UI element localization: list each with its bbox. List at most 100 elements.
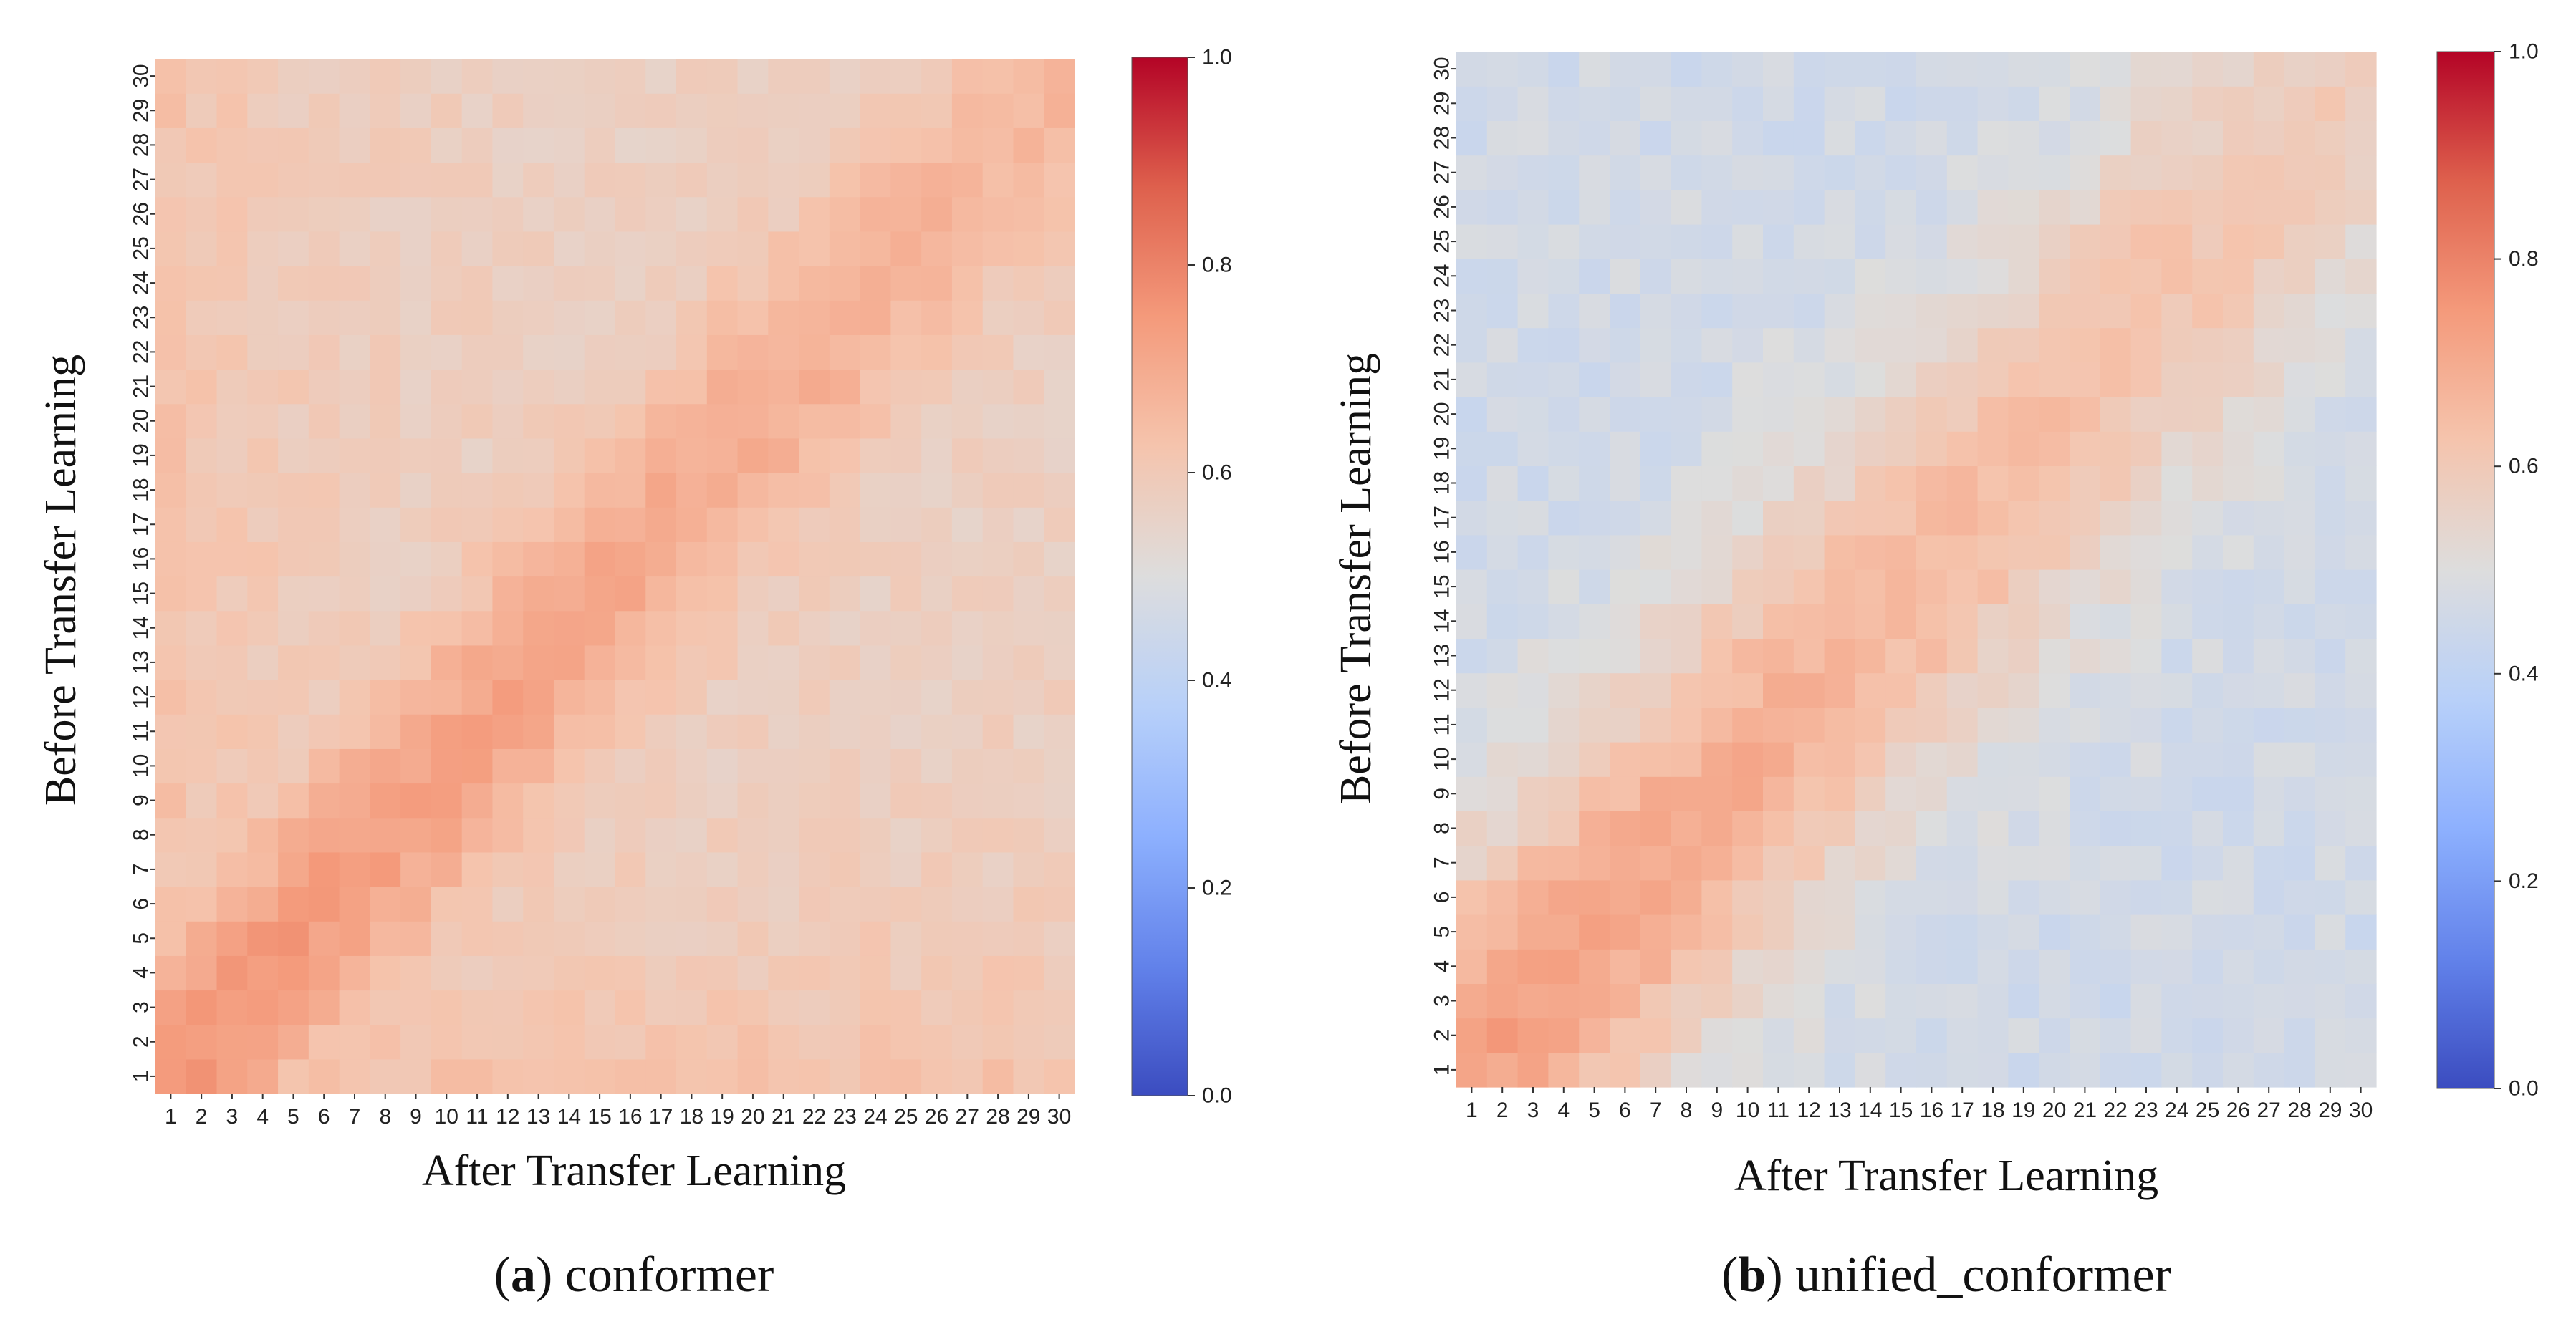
- heatmap-b-cell: [1548, 776, 1580, 811]
- heatmap-a-cell: [829, 1058, 861, 1094]
- heatmap-a-cell: [339, 955, 370, 991]
- heatmap-a-cell: [737, 473, 769, 508]
- heatmap-b-cell: [1579, 845, 1610, 881]
- heatmap-b-cell: [1732, 397, 1764, 432]
- heatmap-b-cell: [2223, 431, 2254, 466]
- heatmap-a-cell: [523, 748, 554, 784]
- heatmap-a-cell: [553, 851, 585, 887]
- heatmap-b-cell: [2130, 742, 2162, 777]
- heatmap-a-cell: [155, 817, 187, 853]
- heatmap-a-cell: [400, 714, 432, 749]
- heatmap-b-cell: [2284, 845, 2315, 881]
- heatmap-a-cell: [584, 645, 616, 680]
- heatmap-a-cell: [615, 403, 646, 439]
- heatmap-b-cell: [1916, 1018, 1948, 1053]
- heatmap-b-cell: [2345, 983, 2377, 1019]
- heatmap-b-cell: [2253, 811, 2285, 846]
- heatmap-a-cell: [155, 990, 187, 1025]
- heatmap-a-cell: [921, 851, 953, 887]
- heatmap-a-cell: [492, 266, 524, 301]
- heatmap-a-cell: [1044, 196, 1075, 232]
- heatmap-b-cell: [1732, 983, 1764, 1019]
- heatmap-a-cell: [400, 266, 432, 301]
- heatmap-a-cell: [768, 162, 799, 198]
- heatmap-a-cell: [676, 507, 708, 542]
- heatmap-a-cell: [308, 1058, 340, 1094]
- heatmap-b-cell: [1671, 914, 1702, 950]
- heatmap-b-cell: [1610, 397, 1641, 432]
- heatmap-b-cell: [1579, 638, 1610, 674]
- heatmap-b-cell: [2345, 86, 2377, 121]
- heatmap-b-cell: [1671, 983, 1702, 1019]
- x-tick-label: 3: [226, 1105, 239, 1129]
- heatmap-a-cell: [1044, 162, 1075, 198]
- heatmap-a-cell: [676, 887, 708, 922]
- heatmap-a-cell: [308, 266, 340, 301]
- heatmap-a-cells: [155, 59, 1075, 1094]
- heatmap-a-cell: [860, 438, 891, 473]
- heatmap-b-cell: [1517, 362, 1549, 397]
- heatmap-a-cell: [921, 955, 953, 991]
- heatmap-b-cell: [2100, 362, 2132, 397]
- heatmap-a-cell: [737, 817, 769, 853]
- heatmap-b-cell: [2253, 707, 2285, 743]
- heatmap-b-cell: [1486, 259, 1519, 294]
- heatmap-b-cell: [1946, 707, 1979, 743]
- heatmap-a-cell: [768, 887, 799, 922]
- heatmap-b-cell: [2284, 569, 2315, 604]
- heatmap-a-cell: [461, 817, 494, 853]
- heatmap-a-cell: [308, 127, 340, 163]
- heatmap-a-cell: [216, 507, 248, 542]
- heatmap-a-cell: [492, 576, 524, 612]
- y-tick-label: 2: [1431, 1029, 1454, 1041]
- heatmap-a-cell: [186, 1024, 218, 1060]
- heatmap-a-cell: [1044, 127, 1075, 163]
- heatmap-a-cell: [799, 196, 830, 232]
- heatmap-a-cell: [1044, 231, 1075, 266]
- heatmap-b-cell: [1610, 604, 1641, 639]
- heatmap-b-cell: [1517, 86, 1549, 121]
- heatmap-b-cell: [2130, 1018, 2162, 1053]
- heatmap-b-cell: [1946, 638, 1979, 674]
- heatmap-a-cell: [645, 955, 677, 991]
- heatmap-a-cell: [370, 403, 401, 439]
- heatmap-a-cell: [860, 231, 891, 266]
- heatmap-b-cell: [1977, 638, 2009, 674]
- heatmap-b-cell: [2039, 431, 2070, 466]
- heatmap-a-cell: [1013, 473, 1044, 508]
- panel-a: 1 2 3 4 5 6 7 8 9 10 11 12 13 14 15 16 17 18 19 20 21 22 23 24 2…: [37, 46, 1232, 1303]
- heatmap-a-cell: [186, 714, 218, 749]
- heatmap-a-cell: [553, 196, 585, 232]
- heatmap-b-cell: [1548, 397, 1580, 432]
- heatmap-b-cell: [1824, 672, 1855, 708]
- heatmap-b-cell: [1763, 259, 1794, 294]
- heatmap-a-cell: [1013, 231, 1044, 266]
- heatmap-a-cell: [645, 576, 677, 612]
- x-tick-label: 15: [587, 1105, 611, 1129]
- heatmap-a-cell: [890, 438, 922, 473]
- heatmap-a-cell: [186, 231, 218, 266]
- heatmap-a-cell: [921, 610, 953, 646]
- heatmap-b-cell: [1793, 52, 1825, 87]
- x-tick-label: 19: [711, 1105, 734, 1129]
- heatmap-b-cell: [2039, 879, 2070, 915]
- heatmap-b-cell: [1456, 604, 1488, 639]
- heatmap-a-cell: [1044, 1024, 1075, 1060]
- heatmap-a-cell: [247, 541, 279, 577]
- heatmap-b-cell: [2100, 431, 2132, 466]
- heatmap-a-cell: [431, 473, 463, 508]
- heatmap-a-cell: [339, 59, 370, 94]
- heatmap-b-cell: [1732, 914, 1764, 950]
- heatmap-b-cell: [2284, 500, 2315, 536]
- heatmap-a-cell: [1044, 990, 1075, 1025]
- heatmap-b-cell: [1977, 465, 2009, 501]
- heatmap-a-cell: [492, 93, 524, 128]
- heatmap-b-cell: [2192, 224, 2224, 259]
- heatmap-b-cell: [2161, 604, 2193, 639]
- heatmap-b-cell: [1763, 120, 1794, 156]
- heatmap-a-cell: [339, 610, 370, 646]
- heatmap-b-cell: [1579, 707, 1610, 743]
- heatmap-a-cell: [461, 196, 494, 232]
- heatmap-a-cell: [768, 473, 799, 508]
- heatmap-b-cell: [1548, 914, 1580, 950]
